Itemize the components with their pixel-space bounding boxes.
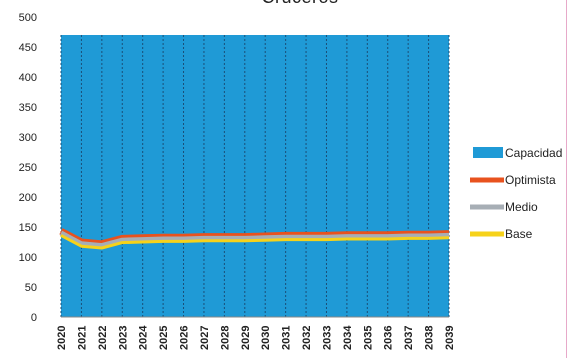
x-tick-label: 2030 (260, 326, 272, 350)
x-tick-label: 2035 (362, 326, 374, 350)
x-tick-label: 2023 (117, 326, 129, 350)
x-tick-label: 2027 (199, 326, 211, 350)
x-tick-label: 2033 (321, 326, 333, 350)
y-tick-label: 500 (19, 12, 37, 24)
legend-label-base: Base (505, 227, 533, 241)
y-tick-label: 300 (19, 132, 37, 144)
series-line-medio (59, 230, 450, 249)
x-tick-label: 2024 (138, 325, 150, 350)
page-edge-divider (566, 0, 567, 358)
x-tick-label: 2036 (383, 326, 395, 350)
y-tick-label: 350 (19, 102, 37, 114)
y-tick-label: 50 (25, 282, 37, 294)
y-tick-label: 400 (19, 72, 37, 84)
y-tick-label: 0 (31, 312, 37, 324)
x-tick-label: 2037 (403, 326, 415, 350)
legend-label-capacidad: Capacidad (505, 146, 562, 160)
y-tick-label: 100 (19, 252, 37, 264)
area-capacidad (61, 35, 449, 317)
x-tick-label: 2020 (56, 326, 68, 350)
y-tick-label: 200 (19, 192, 37, 204)
legend-swatch-capacidad (473, 147, 503, 158)
y-tick-label: 150 (19, 222, 37, 234)
x-tick-label: 2026 (179, 326, 191, 350)
x-tick-label: 2038 (424, 326, 436, 350)
y-tick-label: 450 (19, 42, 37, 54)
x-tick-label: 2029 (240, 326, 252, 350)
x-tick-label: 2034 (342, 325, 354, 350)
x-tick-label: 2032 (301, 326, 313, 350)
x-tick-label: 2039 (444, 326, 456, 350)
legend-label-medio: Medio (505, 200, 538, 214)
x-tick-label: 2021 (76, 326, 88, 350)
x-tick-label: 2025 (158, 326, 170, 350)
series-line-base (60, 234, 450, 250)
chart-title: Cruceros (200, 0, 400, 8)
legend-label-optimista: Optimista (505, 173, 556, 187)
y-tick-label: 250 (19, 162, 37, 174)
x-tick-label: 2031 (281, 326, 293, 350)
x-tick-label: 2028 (219, 326, 231, 350)
x-tick-label: 2022 (97, 326, 109, 350)
